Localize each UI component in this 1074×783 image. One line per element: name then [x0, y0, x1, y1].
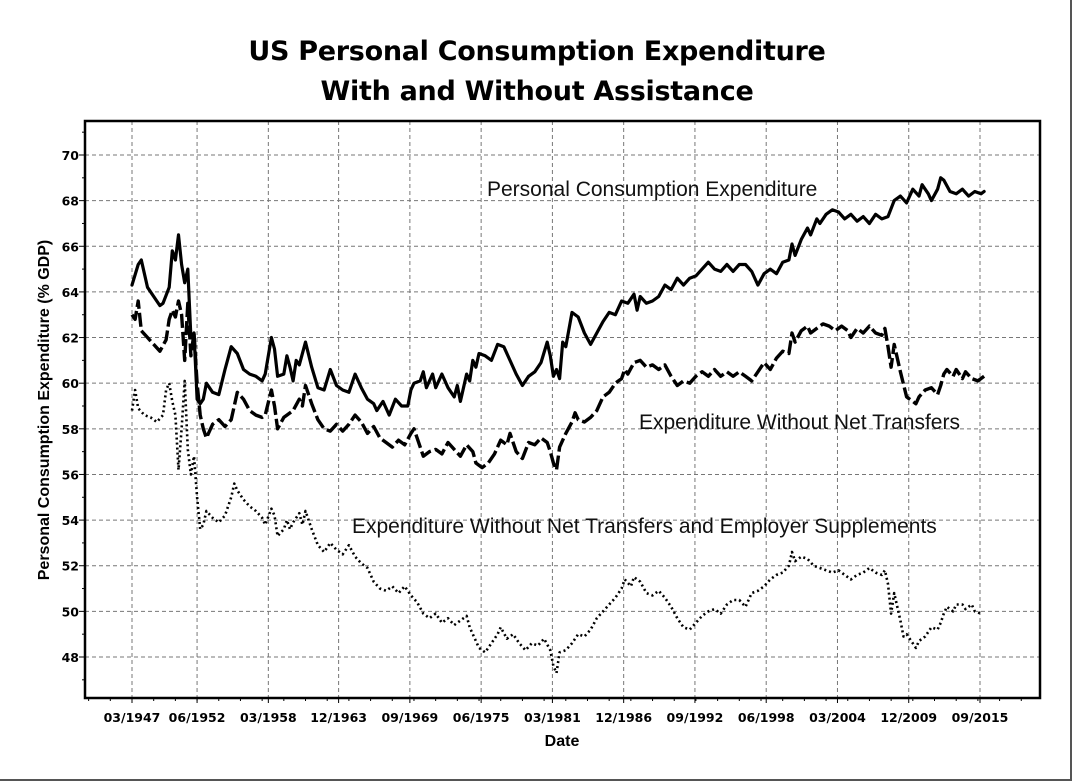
chart-subtitle: With and Without Assistance [320, 76, 754, 107]
y-tick-label: 54 [62, 513, 80, 528]
y-tick-label: 58 [62, 422, 79, 437]
x-tick-label: 03/2004 [809, 710, 866, 725]
y-tick-label: 60 [62, 376, 80, 391]
axis-ticks [79, 131, 1022, 703]
chart-title: US Personal Consumption Expenditure [248, 36, 826, 67]
x-tick-label: 09/1969 [381, 710, 438, 725]
y-tick-label: 48 [62, 650, 79, 665]
annotation-without-transfers: Expenditure Without Net Transfers [639, 411, 960, 434]
x-tick-label: 06/1975 [453, 710, 510, 725]
x-tick-label: 12/2009 [880, 710, 937, 725]
y-tick-label: 56 [62, 467, 80, 482]
x-tick-label: 09/2015 [952, 710, 1009, 725]
x-tick-label: 12/1986 [595, 710, 652, 725]
annotation-without-transfers-supplements: Expenditure Without Net Transfers and Em… [352, 515, 937, 538]
y-tick-label: 66 [62, 239, 80, 254]
y-tick-label: 68 [62, 194, 79, 209]
y-tick-label: 52 [62, 559, 79, 574]
y-axis-label: Personal Consumption Expenditure (% GDP) [36, 240, 53, 580]
x-tick-labels: 03/1947 06/1952 03/1958 12/1963 09/1969 06/19… [104, 710, 1009, 725]
y-tick-label: 70 [62, 148, 80, 163]
plot-area-frame [83, 119, 1042, 700]
y-tick-label: 62 [62, 331, 79, 346]
x-tick-label: 03/1958 [240, 710, 297, 725]
annotation-pce: Personal Consumption Expenditure [487, 178, 817, 201]
x-tick-label: 12/1963 [310, 710, 367, 725]
x-tick-label: 06/1952 [169, 710, 226, 725]
y-tick-label: 64 [62, 285, 80, 300]
y-tick-label: 50 [62, 604, 80, 619]
x-tick-label: 06/1998 [738, 710, 795, 725]
x-tick-label: 03/1947 [104, 710, 161, 725]
y-tick-labels: 48 50 52 54 56 58 60 62 64 66 68 70 [62, 148, 80, 665]
grid-lines [85, 121, 1040, 698]
x-tick-label: 03/1981 [524, 710, 581, 725]
x-tick-label: 09/1992 [667, 710, 724, 725]
series-layer [130, 176, 986, 675]
x-axis-label: Date [545, 733, 580, 750]
series-line-dashed [130, 299, 986, 472]
series-line-solid [130, 176, 986, 417]
